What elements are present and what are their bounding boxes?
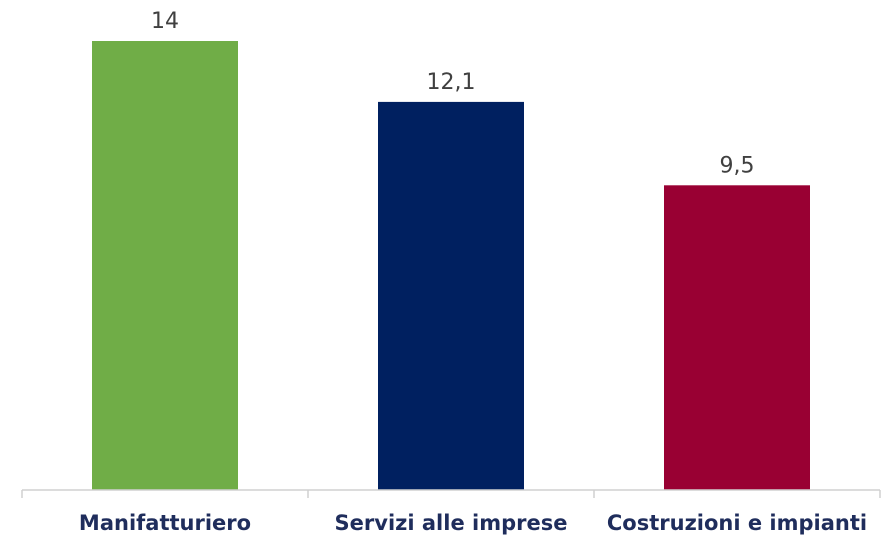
bar-2 [378, 102, 524, 490]
bars-group [92, 41, 810, 490]
value-label-3: 9,5 [720, 153, 755, 178]
bar-1 [92, 41, 238, 490]
category-labels-group: Manifatturiero Servizi alle imprese Costru… [79, 511, 867, 535]
x-axis [22, 490, 880, 498]
value-label-1: 14 [151, 9, 179, 34]
category-label-2: Servizi alle imprese [335, 511, 568, 535]
category-label-1: Manifatturiero [79, 511, 251, 535]
bar-3 [664, 185, 810, 490]
category-label-3: Costruzioni e impianti [607, 511, 867, 535]
value-label-2: 12,1 [427, 70, 476, 95]
